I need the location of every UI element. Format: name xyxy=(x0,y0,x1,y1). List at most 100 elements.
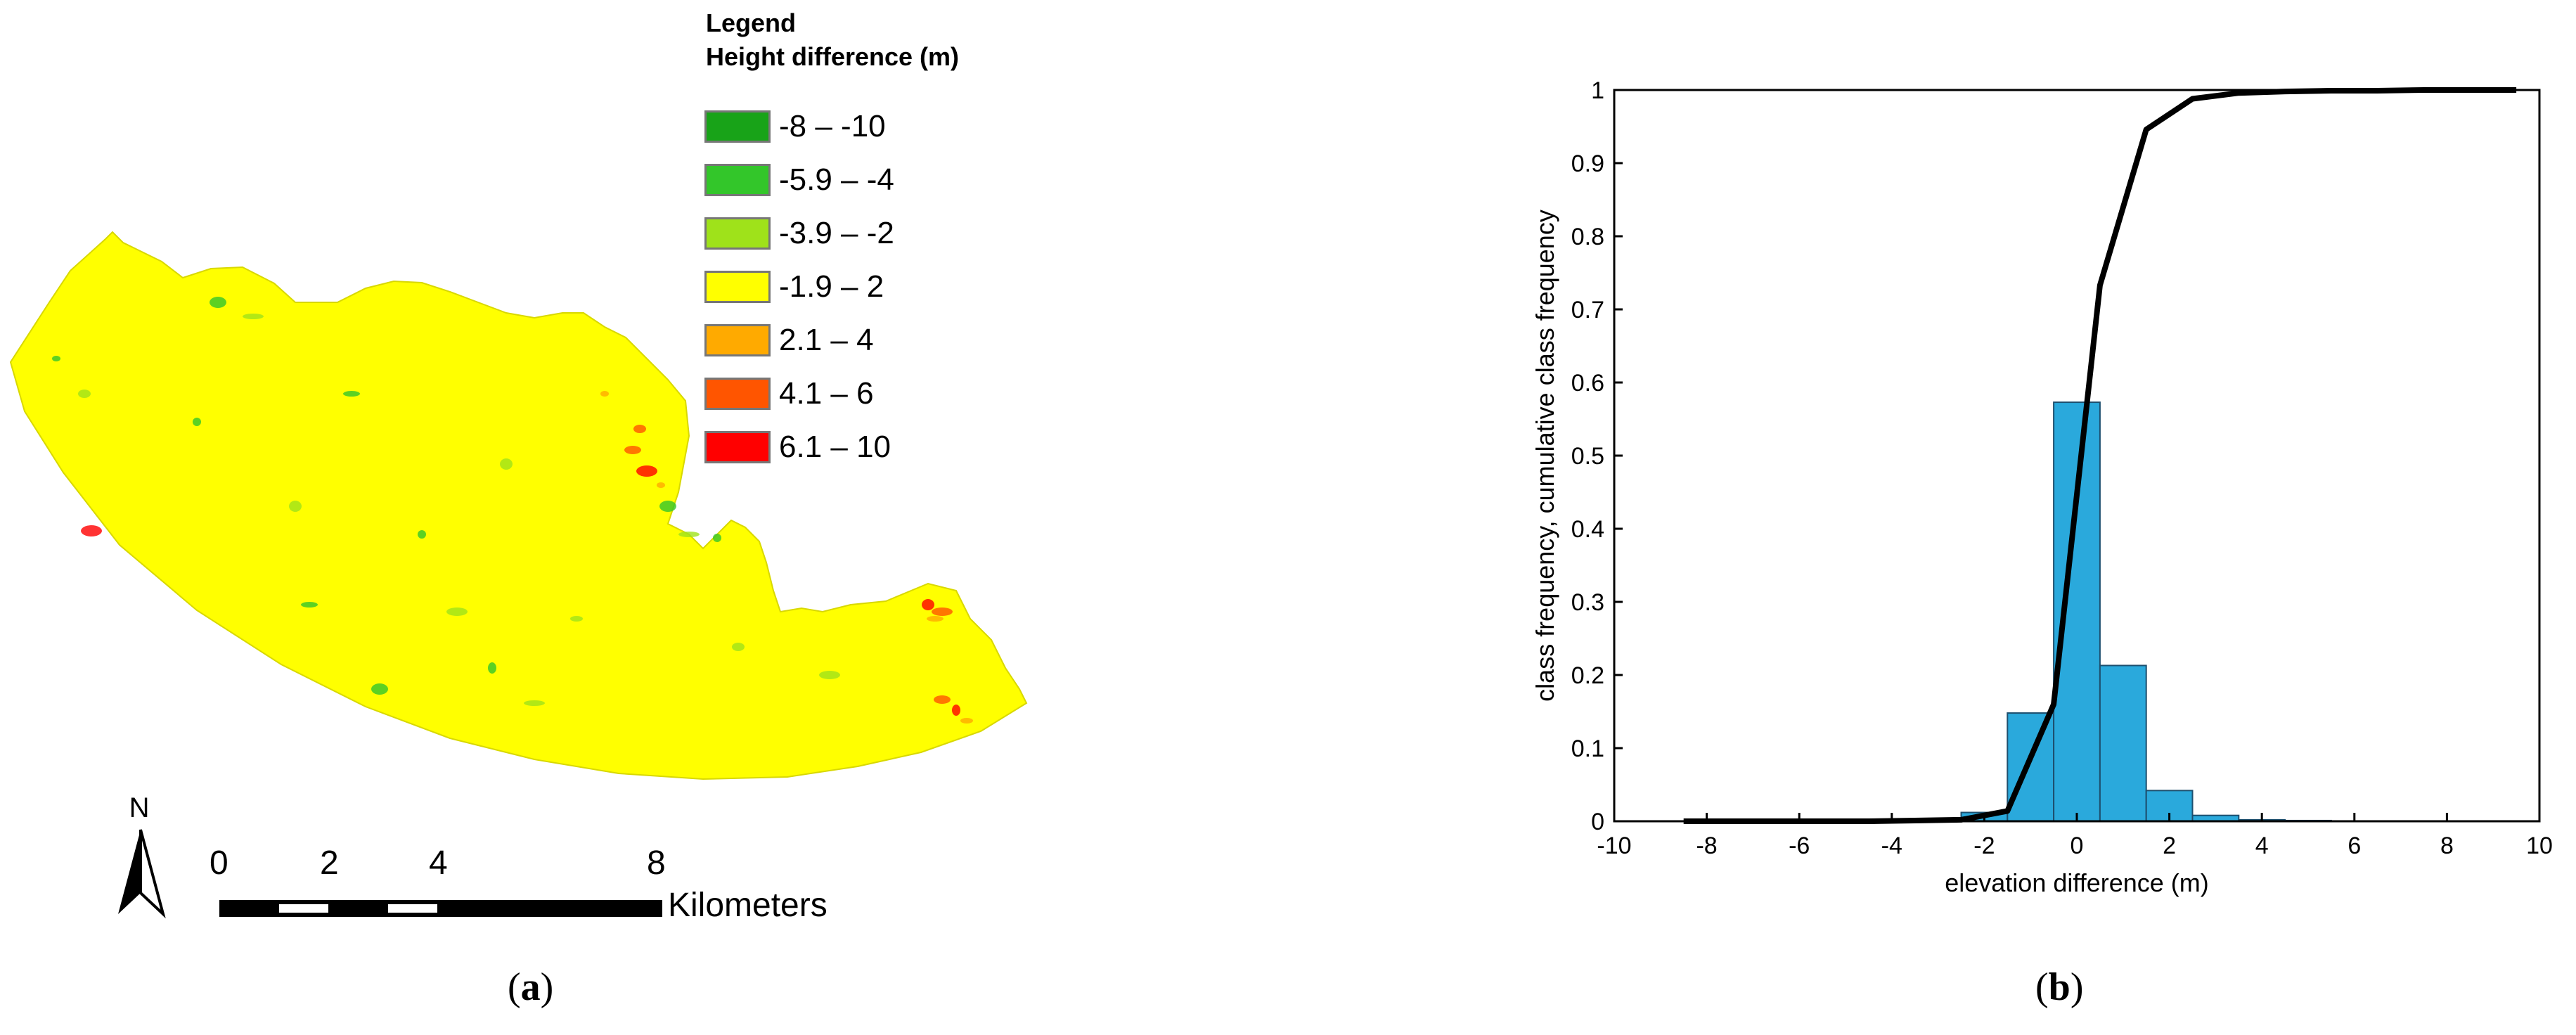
map-positive-patch xyxy=(934,695,951,704)
north-label: N xyxy=(129,792,150,823)
map-positive-patch xyxy=(636,465,657,477)
y-tick-label: 0.1 xyxy=(1571,735,1604,762)
x-tick-label: -4 xyxy=(1881,832,1902,859)
map-negative-patch xyxy=(570,616,583,622)
map-negative-patch xyxy=(819,671,840,679)
panel-b-letter: b xyxy=(2048,965,2071,1009)
map-negative-patch xyxy=(371,683,388,695)
scale-tick-label: 4 xyxy=(429,844,448,882)
legend-item-label: -3.9 – -2 xyxy=(779,216,894,250)
histogram-bar xyxy=(2099,664,2147,822)
y-tick-label: 0 xyxy=(1591,809,1604,835)
map-negative-patch xyxy=(418,530,426,539)
map-negative-patch xyxy=(210,297,226,308)
map-negative-patch xyxy=(659,501,676,512)
y-tick-label: 0.4 xyxy=(1571,516,1604,543)
map-positive-patch xyxy=(960,718,973,724)
legend-subtitle: Height difference (m) xyxy=(706,42,960,71)
legend-swatch xyxy=(704,378,771,410)
map-negative-patch xyxy=(78,390,91,398)
map-negative-patch xyxy=(289,501,302,512)
histogram-bar xyxy=(2007,712,2055,823)
height-difference-map: N xyxy=(9,231,1028,919)
legend-item: 4.1 – 6 xyxy=(704,373,874,415)
legend-item-label: 2.1 – 4 xyxy=(779,323,874,357)
legend-swatch xyxy=(704,164,771,196)
y-axis-label: class frequency, cumulative class freque… xyxy=(1531,210,1559,702)
histogram-bar xyxy=(2053,401,2101,822)
x-axis-label: elevation difference (m) xyxy=(1945,868,2209,897)
map-negative-patch xyxy=(713,534,721,542)
legend-item-label: 4.1 – 6 xyxy=(779,376,874,411)
panel-a: N Legend Height difference (m) -8 – -10 … xyxy=(0,0,1195,1035)
map-negative-patch xyxy=(52,356,60,361)
north-arrow-icon: N xyxy=(118,792,166,919)
map-positive-patch xyxy=(952,705,960,716)
legend-item: -8 – -10 xyxy=(704,105,886,148)
x-tick-label: 8 xyxy=(2440,832,2454,859)
histogram-bars xyxy=(1914,401,2332,823)
map-positive-patch xyxy=(624,446,641,454)
x-tick-label: -2 xyxy=(1973,832,1995,859)
scale-tick-label: 8 xyxy=(647,844,666,882)
legend-item: 6.1 – 10 xyxy=(704,426,891,468)
map-negative-patch xyxy=(301,602,318,608)
legend-item: -3.9 – -2 xyxy=(704,212,894,255)
histogram-chart: -10 -8 -6 -4 -2 0 2 4 6 8 10 0 0.1 0.2 0.3 0.4 0.5 0.6 0.… xyxy=(1531,77,2553,897)
map-positive-patch xyxy=(633,425,646,433)
legend-item-label: -5.9 – -4 xyxy=(779,162,894,197)
x-axis-ticks: -10 -8 -6 -4 -2 0 2 4 6 8 10 xyxy=(1597,813,2553,859)
map-negative-patch xyxy=(446,608,468,616)
panel-b-caption: (b) xyxy=(2035,965,2084,1009)
x-tick-label: 4 xyxy=(2255,832,2269,859)
legend-swatch xyxy=(704,110,771,143)
panel-a-caption: (a) xyxy=(508,965,554,1009)
legend-item-label: -1.9 – 2 xyxy=(779,269,884,304)
legend-item: -5.9 – -4 xyxy=(704,159,894,201)
panel-b: -10 -8 -6 -4 -2 0 2 4 6 8 10 0 0.1 0.2 0.3 0.4 0.5 0.6 0.… xyxy=(1476,0,2576,1035)
x-tick-label: -8 xyxy=(1696,832,1717,859)
scale-bar xyxy=(219,900,662,917)
scale-tick-label: 2 xyxy=(320,844,339,882)
y-tick-label: 0.3 xyxy=(1571,589,1604,616)
x-tick-label: -10 xyxy=(1597,832,1631,859)
legend-title: Legend xyxy=(706,8,797,37)
map-negative-patch xyxy=(343,391,360,397)
map-negative-patch xyxy=(732,643,745,651)
map-negative-patch xyxy=(678,532,700,537)
x-tick-label: 0 xyxy=(2071,832,2084,859)
y-tick-label: 1 xyxy=(1591,77,1604,104)
y-tick-label: 0.7 xyxy=(1571,297,1604,323)
y-tick-label: 0.8 xyxy=(1571,224,1604,250)
map-positive-patch xyxy=(932,608,953,616)
map-positive-patch xyxy=(657,482,665,488)
y-tick-label: 0.6 xyxy=(1571,370,1604,397)
panel-a-letter: a xyxy=(520,965,541,1009)
map-negative-patch xyxy=(500,458,513,470)
y-axis-ticks: 0 0.1 0.2 0.3 0.4 0.5 0.6 0.7 0.8 0.9 1 xyxy=(1571,77,1623,835)
legend-swatch xyxy=(704,271,771,303)
y-tick-label: 0.9 xyxy=(1571,150,1604,177)
legend-item: -1.9 – 2 xyxy=(704,266,884,308)
map-negative-patch xyxy=(524,700,545,706)
y-tick-label: 0.5 xyxy=(1571,443,1604,470)
legend-swatch xyxy=(704,431,771,463)
scale-tick-label: 0 xyxy=(210,844,228,882)
map-positive-patch xyxy=(927,616,944,622)
map-negative-patch xyxy=(488,662,496,674)
map-area xyxy=(9,231,1028,780)
legend-item-label: 6.1 – 10 xyxy=(779,430,891,464)
x-tick-label: 6 xyxy=(2348,832,2361,859)
map-patches xyxy=(52,297,973,724)
map-negative-patch xyxy=(243,314,264,319)
x-tick-label: 10 xyxy=(2526,832,2553,859)
y-tick-label: 0.2 xyxy=(1571,662,1604,689)
legend-swatch xyxy=(704,217,771,250)
legend-item: 2.1 – 4 xyxy=(704,319,874,361)
x-tick-label: 2 xyxy=(2163,832,2176,859)
legend-item-label: -8 – -10 xyxy=(779,109,886,143)
map-positive-patch xyxy=(600,391,609,397)
map-positive-patch xyxy=(922,599,934,610)
scale-unit-label: Kilometers xyxy=(668,887,827,924)
map-negative-patch xyxy=(193,418,201,426)
